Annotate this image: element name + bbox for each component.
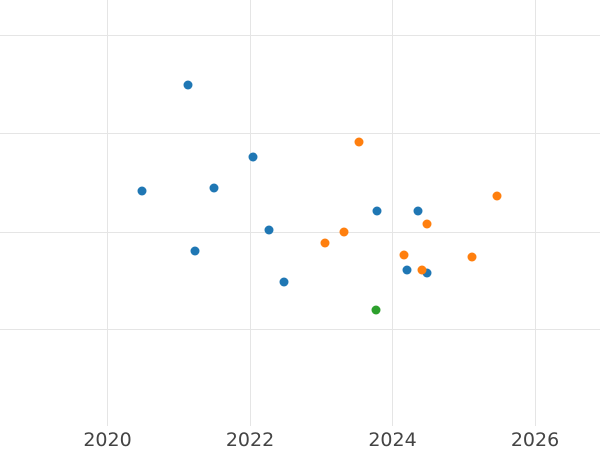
series-blue-point	[209, 183, 219, 193]
x-tick-label: 2022	[225, 429, 275, 450]
series-blue-point	[279, 277, 289, 287]
horizontal-gridline	[0, 34, 600, 36]
series-orange-point	[354, 137, 364, 147]
series-blue-point	[422, 268, 432, 278]
series-blue-point	[137, 186, 147, 196]
series-blue-point	[248, 152, 258, 162]
horizontal-gridline	[0, 328, 600, 330]
series-blue-point	[183, 80, 193, 90]
vertical-gridline	[534, 0, 536, 426]
series-orange-point	[320, 238, 330, 248]
vertical-gridline	[249, 0, 251, 426]
series-orange-point	[339, 227, 349, 237]
vertical-gridline	[107, 0, 108, 426]
series-blue-point	[402, 265, 412, 275]
horizontal-gridline	[0, 133, 600, 134]
series-blue-point	[264, 225, 274, 235]
x-tick-label: 2020	[83, 429, 132, 450]
x-tick-label: 2024	[368, 429, 417, 450]
horizontal-gridline	[0, 231, 600, 233]
series-green-point	[371, 305, 381, 315]
vertical-gridline	[392, 0, 393, 426]
series-blue-point	[413, 206, 423, 216]
series-orange-point	[422, 219, 432, 229]
x-tick-label: 2026	[510, 429, 560, 450]
series-orange-point	[399, 250, 409, 260]
series-blue-point	[372, 206, 382, 216]
series-orange-point	[492, 191, 502, 201]
series-orange-point	[467, 252, 477, 262]
series-blue-point	[190, 246, 200, 256]
series-orange-point	[417, 265, 427, 275]
